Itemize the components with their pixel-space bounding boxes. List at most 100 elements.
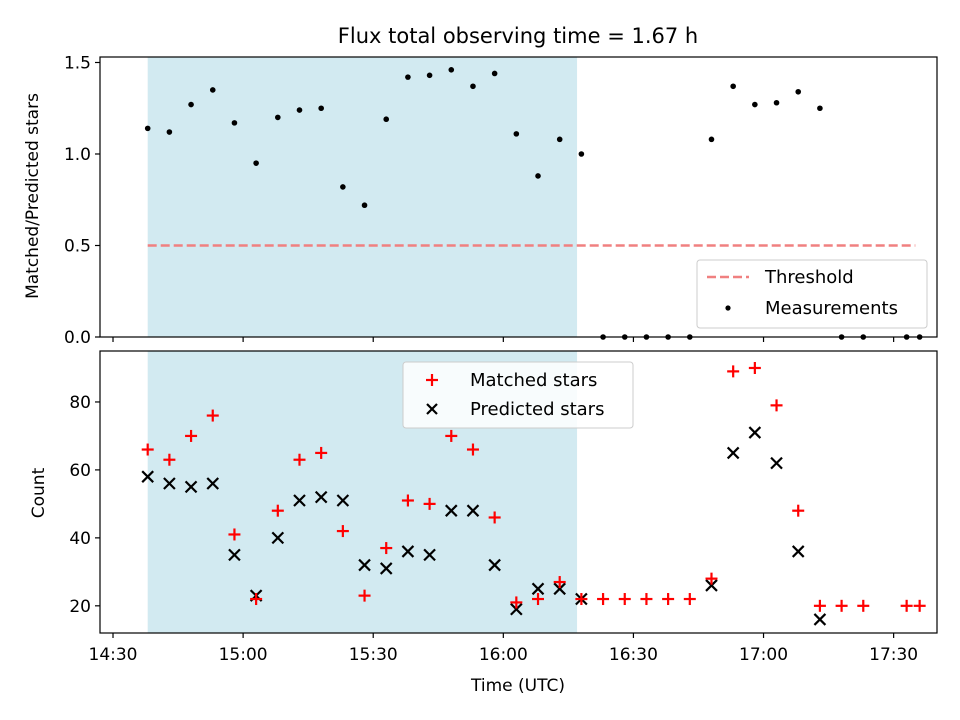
measurements-legend-marker [725, 305, 731, 311]
measurement-point [513, 131, 520, 137]
predicted-star-point [531, 582, 545, 596]
predicted-star-point [401, 545, 415, 558]
predicted-star-point [358, 558, 371, 572]
predicted-mark-stroke [184, 480, 198, 494]
measurement-point [491, 70, 498, 77]
matched-star-point [423, 497, 436, 510]
y-tick-label: 1.0 [64, 145, 91, 165]
predicted-mark-stroke [206, 477, 220, 490]
y-tick-label: 40 [69, 529, 91, 549]
matched-star-point [597, 593, 610, 606]
predicted-legend-marker [426, 403, 438, 415]
matched-star-point [813, 599, 826, 612]
predicted-star-point [553, 582, 566, 596]
predicted-star-point [510, 602, 523, 616]
y-tick-label: 60 [69, 461, 91, 481]
predicted-mark-stroke [770, 456, 783, 470]
measurement-point [817, 105, 823, 112]
matched-star-point [913, 599, 926, 612]
y-tick-label: 0.0 [64, 328, 91, 348]
measurement-point [231, 120, 238, 126]
matched-star-point [510, 596, 523, 609]
predicted-mark-stroke [791, 545, 805, 558]
predicted-star-point [726, 446, 740, 460]
matched-star-point [553, 576, 566, 589]
predicted-legend-label: Predicted stars [470, 399, 604, 420]
top-legend-box [696, 259, 928, 329]
y-tick-label: 0.5 [64, 236, 91, 256]
bottom-plot-marks [141, 361, 926, 626]
predicted-mark-stroke [314, 490, 328, 504]
predicted-star-point [336, 494, 350, 507]
observing-span-top [147, 57, 578, 337]
predicted-mark-stroke [445, 504, 458, 517]
top-y-axis-label: Matched/Predicted stars [23, 93, 43, 299]
predicted-mark-stroke [510, 602, 523, 616]
measurement-point [296, 107, 303, 113]
predicted-star-point [293, 494, 306, 507]
measurement-point [773, 99, 780, 106]
top-plot-marks [144, 67, 923, 340]
predicted-star-point [228, 548, 241, 562]
measurement-point [253, 160, 259, 166]
top-axes-frame [99, 56, 938, 338]
predicted-star-point [445, 504, 458, 517]
matched-legend-marker [426, 374, 438, 386]
predicted-mark-stroke [748, 426, 762, 439]
predicted-mark-stroke [705, 579, 718, 592]
measurement-point [166, 129, 173, 135]
predicted-star-point [705, 579, 718, 592]
matched-star-point [532, 593, 545, 606]
matched-star-point [466, 443, 479, 456]
measurements-legend-label: Measurements [765, 298, 898, 319]
predicted-mark-stroke [531, 582, 545, 596]
top-legend: Threshold Measurements [696, 259, 928, 329]
y-tick-label: 80 [69, 393, 91, 413]
measurement-point [470, 83, 476, 90]
matched-star-point [835, 599, 848, 612]
x-tick-label: 17:00 [739, 645, 788, 665]
matched-star-point [163, 453, 176, 466]
x-tick-label: 16:00 [479, 645, 528, 665]
matched-star-point [900, 599, 913, 612]
x-tick-label: 16:30 [609, 645, 658, 665]
threshold-legend-label: Threshold [764, 267, 854, 288]
bottom-axes-frame [99, 350, 938, 634]
measurement-point [730, 83, 736, 90]
predicted-star-point [813, 613, 827, 626]
predicted-mark-stroke [163, 477, 176, 490]
matched-star-point [792, 504, 805, 517]
predicted-star-point [791, 545, 805, 558]
predicted-mark-stroke [488, 558, 501, 572]
measurement-point [209, 87, 216, 93]
bottom-y-axis-label: Count [29, 467, 49, 518]
predicted-mark-stroke [228, 548, 241, 562]
predicted-mark-stroke [358, 558, 371, 572]
bottom-y-ticks: 20 40 60 80 [69, 393, 100, 617]
measurement-point [144, 125, 151, 132]
matched-star-point [662, 593, 675, 606]
measurement-point [448, 67, 455, 73]
matched-star-point [358, 589, 371, 602]
measurement-point [752, 101, 758, 108]
predicted-star-point [314, 490, 328, 504]
predicted-mark-stroke [271, 531, 285, 545]
matched-star-point [250, 593, 263, 606]
top-y-ticks: 0.0 0.5 1.0 1.5 [64, 53, 100, 348]
measurement-point [578, 151, 585, 157]
predicted-mark-stroke [141, 470, 154, 483]
measurement-point [535, 173, 541, 179]
x-tick-label: 15:00 [219, 645, 268, 665]
matched-star-point [380, 542, 393, 555]
predicted-mark-stroke [423, 548, 436, 562]
x-tick-label: 14:30 [89, 645, 138, 665]
predicted-mark-stroke [813, 613, 827, 626]
x-axis-label: Time (UTC) [470, 676, 565, 696]
predicted-mark-stroke [401, 545, 415, 558]
matched-legend-label: Matched stars [470, 370, 597, 391]
top-x-ticks [112, 337, 895, 342]
matched-star-point [206, 409, 219, 422]
measurement-point [318, 105, 324, 112]
predicted-star-point [488, 558, 501, 572]
matched-star-point [857, 599, 870, 612]
